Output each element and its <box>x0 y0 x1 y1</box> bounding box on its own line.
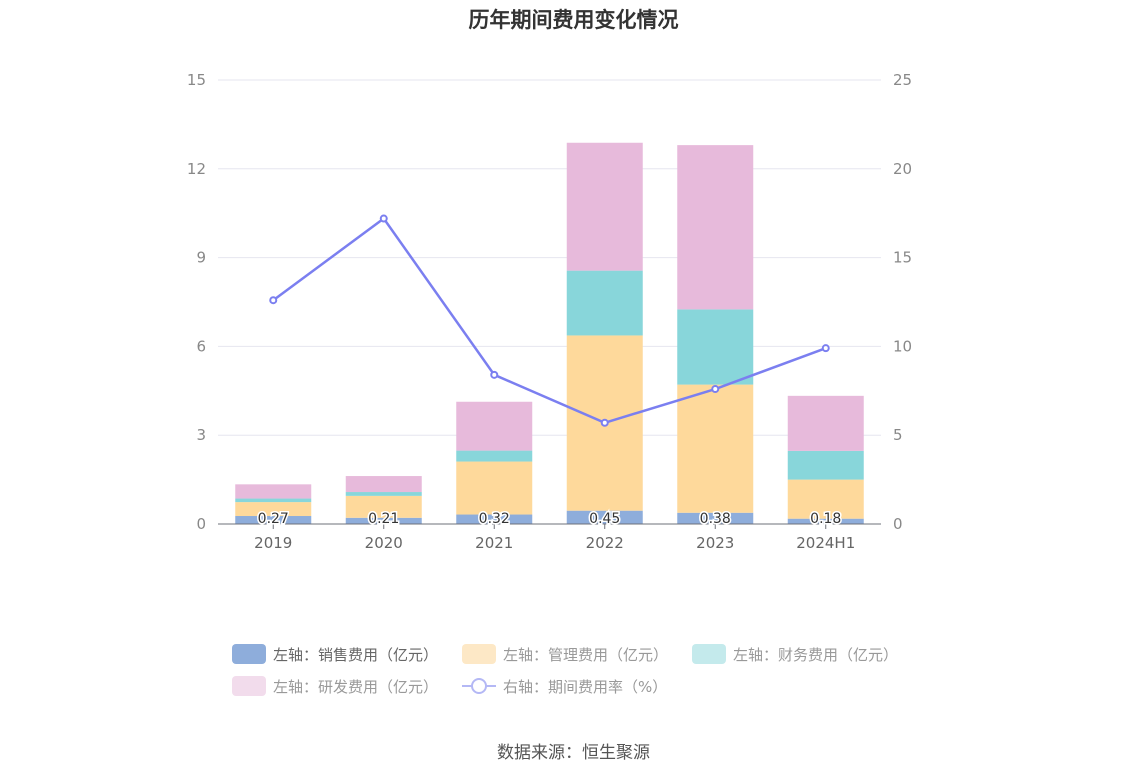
legend-item-rd[interactable]: 左轴：研发费用（亿元） <box>232 676 438 697</box>
sales-data-label: 0.45 <box>589 511 620 527</box>
x-tick-label: 2024H1 <box>796 534 855 552</box>
bar-segment-sales <box>235 516 312 524</box>
legend-label-sales: 左轴：销售费用（亿元） <box>273 645 439 664</box>
bar-segment-rd <box>235 484 312 499</box>
bar-segment-finance <box>235 498 312 503</box>
bar-segment-admin <box>235 502 312 517</box>
y-left-tick-label: 3 <box>196 426 206 444</box>
bar-segment-sales <box>677 512 754 524</box>
y-right-tick-label: 5 <box>893 426 903 444</box>
axes: 0 3 6 9 12 15 0 5 10 15 20 25 2019 2020 2021 2022 2023 20… <box>187 71 912 552</box>
legend-item-rate[interactable]: 右轴：期间费用率（%） <box>462 676 667 697</box>
legend-label-admin: 左轴：管理费用（亿元） <box>503 645 669 664</box>
y-right-tick-label: 15 <box>893 249 912 267</box>
bar-segment-rd <box>566 142 643 271</box>
rate-point <box>379 214 388 223</box>
bar-segment-rd <box>345 476 422 493</box>
bar-segment-sales <box>566 510 643 524</box>
rate-point <box>821 344 830 353</box>
bar-segment-sales <box>345 517 422 524</box>
legend-item-admin[interactable]: 左轴：管理费用（亿元） <box>462 644 668 665</box>
chart-title: 历年期间费用变化情况 <box>468 8 679 32</box>
x-tick-label: 2023 <box>696 534 734 552</box>
legend-swatch-rate <box>462 676 497 696</box>
y-left-tick-label: 15 <box>187 71 206 89</box>
sales-data-label: 0.18 <box>810 511 841 527</box>
legend: 左轴：销售费用（亿元） 左轴：管理费用（亿元） 左轴：财务费用（亿元） 左轴：研… <box>232 638 932 702</box>
y-left-tick-label: 12 <box>187 160 206 178</box>
rate-point <box>490 370 499 379</box>
legend-row-2: 左轴：研发费用（亿元） 右轴：期间费用率（%） <box>232 670 932 702</box>
bar-segment-rd <box>456 401 533 451</box>
x-tick-label: 2019 <box>254 534 292 552</box>
legend-item-sales[interactable]: 左轴：销售费用（亿元） <box>232 644 438 665</box>
y-right-tick-label: 10 <box>893 337 912 355</box>
legend-swatch-finance <box>692 644 727 664</box>
y-left-tick-label: 0 <box>196 515 206 533</box>
sales-data-label: 0.27 <box>258 511 289 527</box>
legend-label-finance: 左轴：财务费用（亿元） <box>733 645 899 664</box>
sales-data-label: 0.38 <box>700 511 731 527</box>
legend-row-1: 左轴：销售费用（亿元） 左轴：管理费用（亿元） 左轴：财务费用（亿元） <box>232 638 932 670</box>
data-labels: 0.27 0.21 0.32 0.45 0.38 0.18 <box>256 510 843 529</box>
bar-segment-finance <box>456 450 533 462</box>
x-tick-label: 2021 <box>475 534 513 552</box>
bar-segment-rd <box>677 145 754 310</box>
legend-label-rate: 右轴：期间费用率（%） <box>503 677 668 696</box>
y-left-tick-label: 6 <box>196 337 206 355</box>
rate-line-path <box>272 216 827 425</box>
bars <box>235 142 864 524</box>
bar-segment-finance <box>787 450 864 480</box>
bar-segment-admin <box>787 479 864 519</box>
bar-segment-sales <box>456 514 533 524</box>
legend-label-rd: 左轴：研发费用（亿元） <box>273 677 439 696</box>
x-tick-label: 2020 <box>365 534 403 552</box>
rate-point <box>711 385 720 394</box>
y-left-tick-label: 9 <box>196 249 206 267</box>
bar-segment-finance <box>566 270 643 336</box>
rate-point <box>269 296 278 305</box>
chart-canvas: 0 3 6 9 12 15 0 5 10 15 20 25 2019 2020 2021 2022 2023 20… <box>187 71 912 552</box>
sales-data-label: 0.32 <box>479 511 510 527</box>
bar-segment-sales <box>787 518 864 524</box>
rate-line <box>269 214 830 427</box>
bar-segment-finance <box>677 309 754 385</box>
bar-segment-finance <box>345 492 422 496</box>
bar-segment-admin <box>345 495 422 518</box>
legend-item-finance[interactable]: 左轴：财务费用（亿元） <box>692 644 898 665</box>
bar-segment-rd <box>787 395 864 451</box>
y-right-tick-label: 25 <box>893 71 912 89</box>
legend-swatch-sales <box>232 644 266 664</box>
x-tick-label: 2022 <box>586 534 624 552</box>
bar-segment-admin <box>456 461 533 515</box>
rate-point <box>600 418 609 427</box>
y-right-tick-label: 20 <box>893 160 912 178</box>
legend-swatch-admin <box>462 644 497 664</box>
y-right-tick-label: 0 <box>893 515 903 533</box>
grid-lines <box>218 79 881 436</box>
legend-swatch-rd <box>232 676 266 696</box>
data-source: 数据来源：恒生聚源 <box>497 743 650 763</box>
sales-data-label: 0.21 <box>368 511 399 527</box>
bar-segment-admin <box>677 384 754 513</box>
